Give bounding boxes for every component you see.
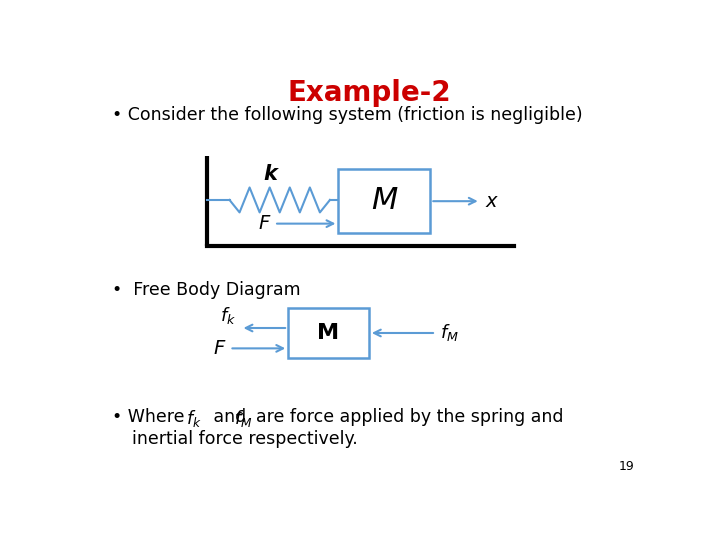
Text: $f_M$: $f_M$ <box>441 322 459 343</box>
Bar <box>288 308 369 358</box>
Text: • Consider the following system (friction is negligible): • Consider the following system (frictio… <box>112 106 583 124</box>
Text: Example-2: Example-2 <box>287 79 451 107</box>
Text: and: and <box>208 408 252 426</box>
Text: inertial force respectively.: inertial force respectively. <box>132 430 358 448</box>
Text: • Where: • Where <box>112 408 190 426</box>
Text: $\boldsymbol{\mathit{F}}$: $\boldsymbol{\mathit{F}}$ <box>213 339 227 358</box>
Text: $\boldsymbol{\mathit{F}}$: $\boldsymbol{\mathit{F}}$ <box>258 214 271 233</box>
Text: M: M <box>318 323 340 343</box>
Text: $\boldsymbol{\mathit{M}}$: $\boldsymbol{\mathit{M}}$ <box>371 186 398 215</box>
Bar <box>338 168 431 233</box>
Text: $\boldsymbol{\mathit{x}}$: $\boldsymbol{\mathit{x}}$ <box>485 192 499 211</box>
Text: 19: 19 <box>618 460 634 473</box>
Text: are force applied by the spring and: are force applied by the spring and <box>256 408 564 426</box>
Text: $f_k$: $f_k$ <box>220 305 236 326</box>
Text: $\boldsymbol{k}$: $\boldsymbol{k}$ <box>263 164 280 184</box>
Text: •  Free Body Diagram: • Free Body Diagram <box>112 281 301 299</box>
Text: $f_k$: $f_k$ <box>186 408 202 429</box>
Text: $f_M$: $f_M$ <box>234 408 252 429</box>
